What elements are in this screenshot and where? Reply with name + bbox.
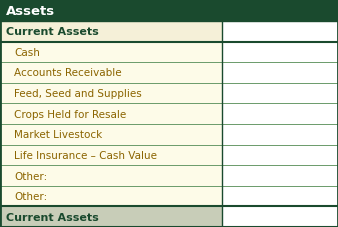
Bar <box>0 124 222 145</box>
Text: Life Insurance – Cash Value: Life Insurance – Cash Value <box>14 150 157 160</box>
Bar <box>0 145 222 165</box>
Bar <box>222 22 338 42</box>
Bar <box>0 104 222 124</box>
Bar <box>222 84 338 104</box>
Bar <box>0 186 222 207</box>
Text: Market Livestock: Market Livestock <box>14 130 102 140</box>
Text: Current Assets: Current Assets <box>6 27 99 37</box>
Bar <box>0 22 222 42</box>
Bar <box>0 84 222 104</box>
Bar <box>0 42 222 63</box>
Text: Cash: Cash <box>14 48 40 58</box>
Text: Current Assets: Current Assets <box>6 212 99 222</box>
Text: Feed, Seed and Supplies: Feed, Seed and Supplies <box>14 89 142 99</box>
Bar <box>0 0 338 22</box>
Bar <box>222 42 338 63</box>
Bar <box>0 165 222 186</box>
Text: Other:: Other: <box>14 171 47 181</box>
Bar <box>222 165 338 186</box>
Text: Assets: Assets <box>6 5 55 17</box>
Text: Crops Held for Resale: Crops Held for Resale <box>14 109 126 119</box>
Text: Accounts Receivable: Accounts Receivable <box>14 68 122 78</box>
Bar <box>222 63 338 84</box>
Bar <box>0 63 222 84</box>
Bar <box>222 207 338 227</box>
Text: Other:: Other: <box>14 191 47 201</box>
Bar <box>0 207 222 227</box>
Bar <box>222 104 338 124</box>
Bar <box>222 145 338 165</box>
Bar <box>222 186 338 207</box>
Bar <box>222 124 338 145</box>
